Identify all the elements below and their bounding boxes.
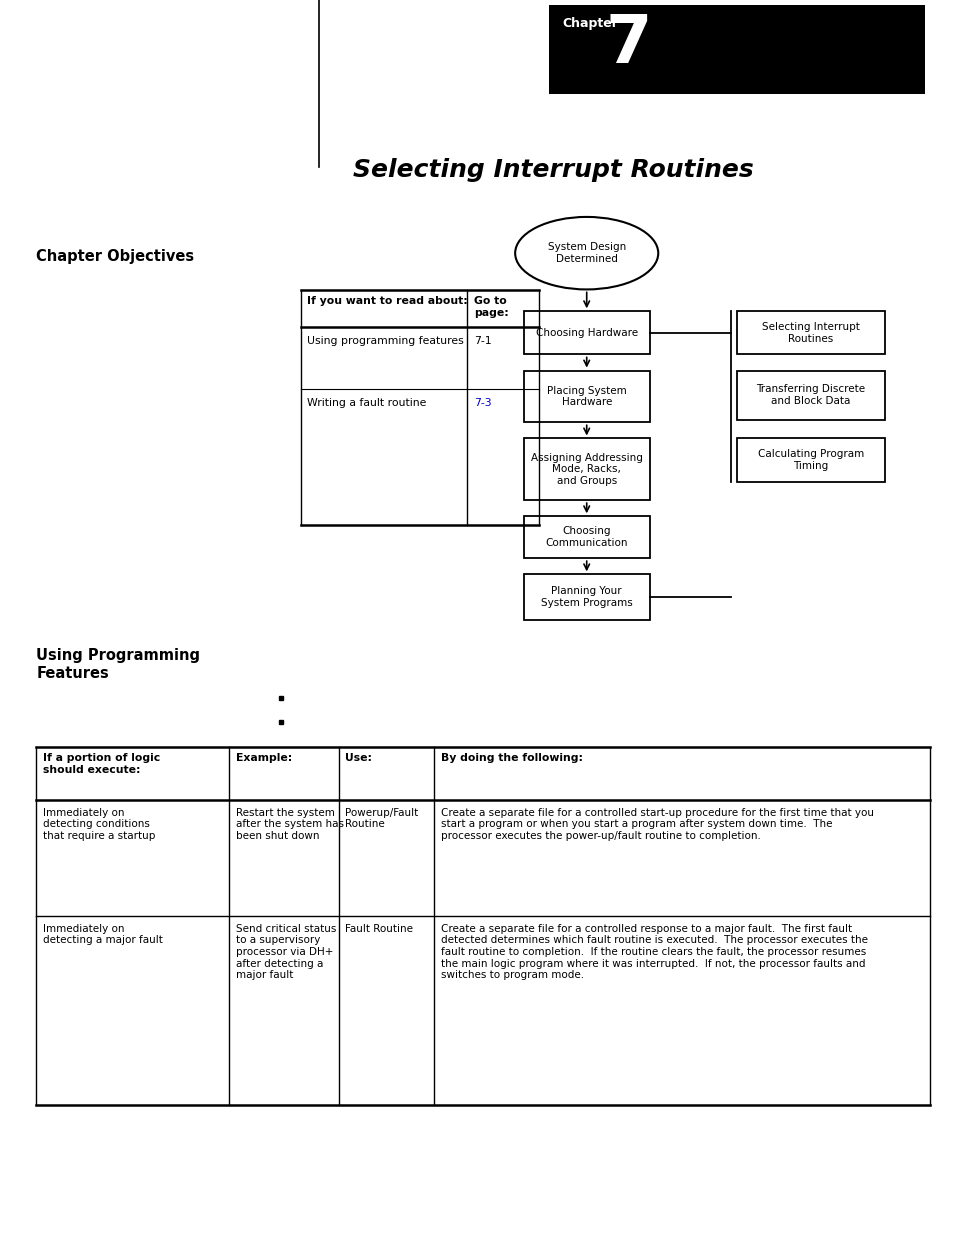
Text: Create a separate file for a controlled start-up procedure for the first time th: Create a separate file for a controlled … [440,808,873,841]
Text: Calculating Program
Timing: Calculating Program Timing [757,450,863,471]
Text: Powerup/Fault
Routine: Powerup/Fault Routine [345,808,418,829]
FancyBboxPatch shape [523,574,649,620]
FancyBboxPatch shape [523,438,649,500]
Text: Chapter: Chapter [562,17,618,31]
Text: Using Programming
Features: Using Programming Features [36,648,200,680]
Text: Use:: Use: [345,753,372,763]
Text: Planning Your
System Programs: Planning Your System Programs [540,587,632,608]
FancyBboxPatch shape [523,370,649,422]
Text: Using programming features: Using programming features [307,336,463,346]
Text: Selecting Interrupt
Routines: Selecting Interrupt Routines [761,322,859,343]
FancyBboxPatch shape [736,311,884,354]
Text: Immediately on
detecting conditions
that require a startup: Immediately on detecting conditions that… [43,808,155,841]
Text: Restart the system
after the system has
been shut down: Restart the system after the system has … [235,808,343,841]
Text: If a portion of logic
should execute:: If a portion of logic should execute: [43,753,160,774]
Text: 7-1: 7-1 [474,336,491,346]
Text: 7-3: 7-3 [474,398,491,408]
FancyBboxPatch shape [523,516,649,558]
Text: System Design
Determined: System Design Determined [547,242,625,264]
Text: Example:: Example: [235,753,292,763]
Text: Choosing Hardware: Choosing Hardware [535,327,638,338]
FancyBboxPatch shape [523,311,649,354]
FancyBboxPatch shape [548,5,924,94]
Text: Choosing
Communication: Choosing Communication [545,526,627,548]
Text: Assigning Addressing
Mode, Racks,
and Groups: Assigning Addressing Mode, Racks, and Gr… [530,453,642,485]
FancyBboxPatch shape [736,438,884,482]
Text: Go to
page:: Go to page: [474,296,508,317]
Text: Fault Routine: Fault Routine [345,924,413,934]
Text: 7: 7 [605,11,652,77]
Text: Placing System
Hardware: Placing System Hardware [546,385,626,408]
Text: By doing the following:: By doing the following: [440,753,582,763]
Text: Writing a fault routine: Writing a fault routine [307,398,426,408]
Text: Selecting Interrupt Routines: Selecting Interrupt Routines [353,158,753,182]
FancyBboxPatch shape [736,370,884,420]
Text: Immediately on
detecting a major fault: Immediately on detecting a major fault [43,924,163,945]
Text: Send critical status
to a supervisory
processor via DH+
after detecting a
major : Send critical status to a supervisory pr… [235,924,335,981]
Text: Chapter Objectives: Chapter Objectives [36,249,194,264]
Text: Transferring Discrete
and Block Data: Transferring Discrete and Block Data [756,384,864,406]
Text: If you want to read about:: If you want to read about: [307,296,468,306]
Text: Create a separate file for a controlled response to a major fault.  The first fa: Create a separate file for a controlled … [440,924,867,981]
